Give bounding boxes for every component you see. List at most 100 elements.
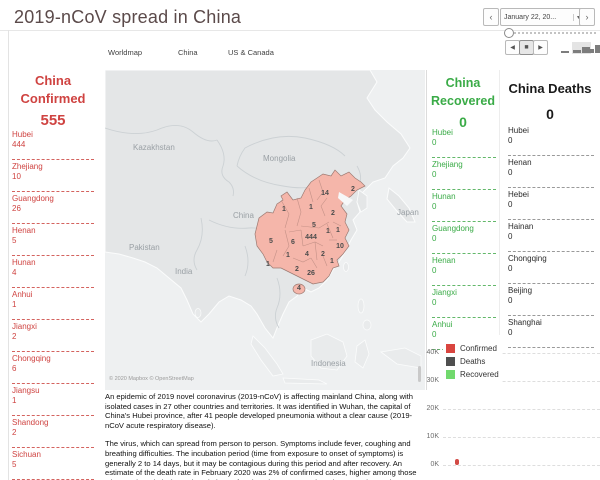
map-country-label: Japan <box>397 208 419 217</box>
sumatra-landmass <box>250 335 284 377</box>
region-value: 0 <box>432 234 437 243</box>
map-marker[interactable]: 4 <box>305 251 309 258</box>
legend-label: Deaths <box>460 357 486 366</box>
region-name: Anhui <box>12 290 33 299</box>
map-marker[interactable]: 2 <box>331 210 335 217</box>
date-dropdown-value: January 22, 20... <box>504 13 557 21</box>
region-name: Hebei <box>508 190 529 199</box>
map-marker[interactable]: 1 <box>266 261 270 268</box>
legend-swatch-icon <box>446 344 455 353</box>
region-row[interactable]: Henan 5 <box>12 224 94 256</box>
region-row[interactable]: Hubei 0 <box>508 124 594 156</box>
tab-china[interactable]: China <box>178 48 198 57</box>
tab-worldmap[interactable]: Worldmap <box>108 48 143 57</box>
date-next-button[interactable]: › <box>579 8 595 26</box>
region-value: 0 <box>432 202 437 211</box>
legend-item[interactable]: Recovered <box>446 368 499 381</box>
stop-button[interactable]: ■ <box>519 40 534 55</box>
slider-knob[interactable] <box>504 28 514 38</box>
map-marker[interactable]: 2 <box>351 186 355 193</box>
region-row[interactable]: Shanghai 0 <box>508 316 594 348</box>
description-paragraph-1: An epidemic of 2019 novel coronavirus (2… <box>105 392 414 430</box>
island <box>343 262 349 272</box>
deaths-panel-title: China Deaths <box>508 81 592 96</box>
region-row[interactable]: Zhejiang 0 <box>432 158 496 190</box>
region-row[interactable]: Anhui 1 <box>12 288 94 320</box>
chart-point-confirmed[interactable] <box>455 459 459 465</box>
java-landmass <box>282 377 328 385</box>
step-back-button[interactable]: ◀ <box>505 40 520 55</box>
map-marker[interactable]: 5 <box>312 222 316 229</box>
time-slider[interactable] <box>504 28 596 38</box>
region-row[interactable]: Henan 0 <box>508 156 594 188</box>
hainan-island[interactable] <box>292 283 306 295</box>
region-value: 0 <box>508 200 513 209</box>
legend-swatch-icon <box>446 370 455 379</box>
description-text: An epidemic of 2019 novel coronavirus (2… <box>105 392 425 480</box>
region-value: 5 <box>12 236 17 245</box>
map-marker[interactable]: 2 <box>295 266 299 273</box>
region-row[interactable]: Guangdong 0 <box>432 222 496 254</box>
region-row[interactable]: Hebei 0 <box>508 188 594 220</box>
map-marker[interactable]: 4 <box>297 285 301 292</box>
view-size-small-icon[interactable] <box>560 42 570 54</box>
gridline <box>443 409 600 410</box>
map-marker[interactable]: 444 <box>305 234 317 241</box>
region-row[interactable]: Jiangsu 1 <box>12 384 94 416</box>
map-marker[interactable]: 1 <box>309 204 313 211</box>
map-marker[interactable]: 1 <box>286 252 290 259</box>
map-marker[interactable]: 26 <box>307 270 315 277</box>
legend-item[interactable]: Deaths <box>446 355 499 368</box>
map-canvas[interactable]: Kazakhstan Mongolia China Japan Pakistan Indi… <box>105 70 425 390</box>
region-value: 6 <box>12 364 17 373</box>
map-marker[interactable]: 1 <box>330 258 334 265</box>
map-marker[interactable]: 1 <box>282 206 286 213</box>
region-row[interactable]: Beijing 0 <box>508 284 594 316</box>
region-row[interactable]: Henan 0 <box>432 254 496 286</box>
region-row[interactable]: Sichuan 5 <box>12 448 94 480</box>
map-country-label: Mongolia <box>263 154 296 163</box>
region-value: 26 <box>12 204 21 213</box>
recovered-total: 0 <box>459 114 467 130</box>
china-map[interactable]: Kazakhstan Mongolia China Japan Pakistan Indi… <box>105 70 425 390</box>
region-row[interactable]: Chongqing 6 <box>12 352 94 384</box>
region-row[interactable]: Jiangxi 0 <box>432 286 496 318</box>
view-size-large-icon[interactable] <box>585 42 600 54</box>
map-marker[interactable]: 1 <box>336 227 340 234</box>
region-value: 0 <box>508 264 513 273</box>
borneo-landmass <box>310 333 348 371</box>
map-marker[interactable]: 1 <box>326 228 330 235</box>
map-marker[interactable]: 14 <box>321 190 329 197</box>
region-row[interactable]: Shandong 2 <box>12 416 94 448</box>
region-row[interactable]: Jiangxi 2 <box>12 320 94 352</box>
map-marker[interactable]: 6 <box>291 239 295 246</box>
region-row[interactable]: Hunan 4 <box>12 256 94 288</box>
date-dropdown[interactable]: January 22, 20... ▾ <box>500 8 584 26</box>
region-row[interactable]: Zhejiang 10 <box>12 160 94 192</box>
pane-divider <box>426 70 427 390</box>
step-forward-button[interactable]: ▶ <box>533 40 548 55</box>
region-value: 0 <box>432 138 437 147</box>
region-name: Guangdong <box>432 224 474 233</box>
region-value: 0 <box>432 266 437 275</box>
map-marker[interactable]: 10 <box>336 243 344 250</box>
region-row[interactable]: Guangdong 26 <box>12 192 94 224</box>
region-row[interactable]: Hunan 0 <box>432 190 496 222</box>
region-row[interactable]: Chongqing 0 <box>508 252 594 284</box>
legend-item[interactable]: Confirmed <box>446 342 499 355</box>
tab-us-canada[interactable]: US & Canada <box>228 48 274 57</box>
recovered-region-list: Hubei 0 Zhejiang 0 Hunan 0 Guangdong 0 Henan 0 Jia… <box>432 126 496 350</box>
region-name: Hunan <box>12 258 36 267</box>
region-value: 4 <box>12 268 17 277</box>
map-marker[interactable]: 2 <box>321 251 325 258</box>
region-name: Guangdong <box>12 194 54 203</box>
region-row[interactable]: Hainan 0 <box>508 220 594 252</box>
region-value: 1 <box>12 396 17 405</box>
region-row[interactable]: Hubei 0 <box>432 126 496 158</box>
map-marker[interactable]: 5 <box>269 238 273 245</box>
date-previous-button[interactable]: ‹ <box>483 8 499 26</box>
region-name: Zhejiang <box>12 162 43 171</box>
region-row[interactable]: Hubei 444 <box>12 128 94 160</box>
scrollbar[interactable] <box>418 366 421 382</box>
region-name: Chongqing <box>508 254 547 263</box>
